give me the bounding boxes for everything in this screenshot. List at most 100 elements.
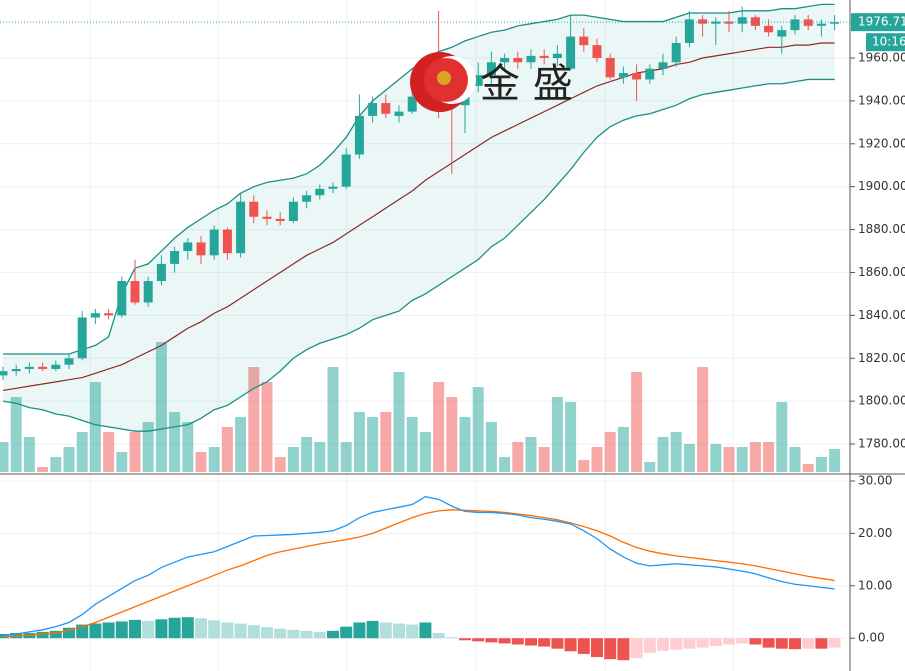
y-tick-label: 1860.00 — [858, 265, 905, 279]
last-price-box — [851, 13, 905, 32]
candle-body — [11, 368, 21, 372]
volume-bar — [485, 422, 497, 472]
candle-body — [684, 19, 694, 43]
macd-histogram-bar — [432, 632, 445, 639]
dea-line — [2, 509, 835, 638]
macd-histogram-bar — [89, 623, 102, 639]
volume-bar — [0, 442, 9, 472]
candle-body — [566, 36, 576, 69]
y-tick-label: 1880.00 — [858, 222, 905, 236]
volume-bar — [631, 372, 643, 472]
volume-bar — [670, 432, 682, 472]
volume-bar — [815, 457, 827, 472]
macd-histogram-bar — [115, 621, 128, 639]
volume-bar — [155, 342, 167, 472]
volume-bar — [604, 432, 616, 472]
candle-body — [302, 195, 312, 202]
candle-body — [315, 188, 325, 196]
candle-body — [130, 281, 140, 303]
volume-bar — [578, 460, 590, 472]
macd-histogram-bar — [327, 630, 339, 639]
macd-histogram-bar — [445, 637, 458, 639]
volume-bar — [802, 464, 814, 472]
y-tick-label: 10.00 — [858, 578, 892, 592]
volume-bar — [380, 412, 392, 472]
volume-bar — [763, 442, 775, 472]
candle-body — [341, 154, 351, 187]
macd-histogram-bar — [142, 620, 155, 639]
candle-body — [354, 115, 364, 155]
candle-body — [236, 201, 246, 254]
macd-histogram-bar — [155, 619, 168, 639]
countdown-box — [866, 33, 905, 52]
candle-body — [777, 30, 787, 37]
volume-bar — [657, 437, 669, 472]
candle-body — [117, 281, 127, 316]
macd-histogram-bar — [366, 620, 379, 639]
candle-body — [328, 186, 338, 189]
macd-histogram-bar — [683, 638, 696, 649]
macd-histogram-bar — [577, 638, 590, 654]
macd-histogram-bar — [775, 638, 788, 649]
candle-body — [51, 364, 61, 369]
volume-bar — [472, 387, 484, 472]
volume-bar — [10, 397, 22, 472]
macd-histogram-bar — [102, 622, 115, 639]
macd-histogram-bar — [379, 622, 392, 639]
axis-bg — [850, 0, 905, 671]
candle-body — [196, 242, 206, 256]
candle-body — [275, 218, 285, 222]
volume-bar — [208, 447, 220, 472]
volume-bar — [499, 457, 511, 472]
volume-bar — [538, 447, 550, 472]
candle-body — [381, 103, 391, 114]
candle-body — [222, 229, 232, 254]
candle-body — [592, 45, 602, 59]
volume-bar — [776, 402, 788, 472]
watermark-text: 金 盛 — [480, 61, 573, 107]
volume-bar — [63, 447, 75, 472]
volume-bar — [617, 427, 629, 472]
middle-band — [2, 42, 835, 392]
macd-histogram-bar — [630, 638, 643, 659]
candle-body — [552, 53, 562, 59]
volume-bar — [433, 382, 445, 472]
volume-bar — [697, 367, 709, 472]
candle-body — [737, 17, 747, 24]
candle-body — [209, 229, 219, 256]
last-price-label: 1976.71 — [858, 15, 905, 29]
macd-histogram-bar — [208, 620, 221, 639]
candle-body — [262, 216, 272, 219]
macd-histogram-bar — [762, 638, 775, 648]
macd-histogram-bar — [472, 638, 485, 642]
volume-bar — [103, 432, 115, 472]
volume-bar — [736, 447, 748, 472]
macd-histogram-bar — [564, 638, 577, 652]
volume-bar — [314, 442, 326, 472]
macd-histogram-bar — [604, 638, 617, 660]
macd-histogram-bar — [511, 638, 524, 645]
candle-body — [143, 281, 153, 303]
candle-body — [0, 371, 8, 376]
candle-body — [77, 317, 87, 359]
volume-bar — [419, 432, 431, 472]
macd-histogram-bar — [63, 627, 75, 639]
macd-histogram-bar — [538, 638, 551, 647]
band-fill — [3, 4, 835, 432]
candle-body — [24, 366, 34, 369]
volume-bar — [367, 417, 379, 472]
volume-bar — [195, 452, 207, 472]
volume-bar — [565, 402, 577, 472]
countdown-label: 10:16 — [872, 35, 905, 49]
volume-bar — [327, 367, 339, 472]
candle-body — [90, 313, 100, 318]
macd-histogram-bar — [353, 622, 366, 639]
macd-histogram-bar — [828, 638, 841, 648]
macd-histogram-bar — [802, 638, 815, 649]
volume-bar — [749, 442, 761, 472]
macd-histogram-bar — [696, 638, 709, 648]
macd-histogram-bar — [709, 638, 722, 647]
macd-histogram-bar — [234, 623, 247, 639]
candle-body — [803, 19, 813, 26]
macd-histogram-bar — [300, 630, 313, 639]
